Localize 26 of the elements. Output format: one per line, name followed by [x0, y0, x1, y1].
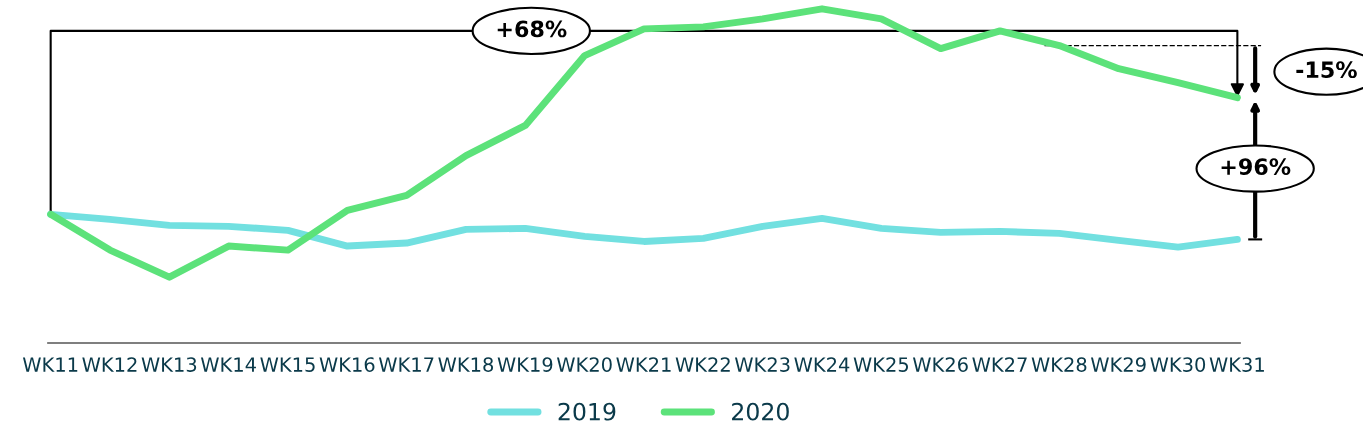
x-tick-label: WK17 — [378, 357, 434, 372]
x-tick-label: WK16 — [319, 357, 375, 372]
legend-label: 2019 — [558, 402, 616, 421]
x-tick-label: WK27 — [972, 357, 1027, 372]
x-tick-label: WK11 — [22, 357, 78, 372]
x-tick-label: WK22 — [675, 357, 730, 372]
x-tick-label: WK12 — [82, 357, 137, 372]
annotation: +68% — [497, 20, 567, 38]
x-tick-label: WK21 — [616, 357, 671, 372]
x-tick-label: WK20 — [556, 357, 612, 372]
x-tick-label: WK23 — [734, 357, 790, 372]
x-tick-label: WK30 — [1150, 357, 1206, 372]
x-tick-label: WK14 — [200, 357, 256, 372]
x-tick-label: WK24 — [794, 357, 850, 372]
x-tick-label: WK26 — [912, 357, 968, 372]
text: -15% — [1296, 61, 1357, 79]
x-tick-label: WK19 — [497, 357, 553, 372]
x-tick-label: WK18 — [438, 357, 494, 372]
x-tick-label: WK29 — [1090, 357, 1146, 372]
legend-label: 2020 — [732, 402, 789, 421]
x-tick-label: WK13 — [141, 357, 197, 372]
annotation: +96% — [1221, 158, 1291, 176]
x-tick-label: WK25 — [853, 357, 909, 372]
x-tick-label: WK28 — [1031, 357, 1087, 372]
x-tick-label: WK31 — [1209, 357, 1264, 372]
x-tick-label: WK15 — [260, 357, 315, 372]
